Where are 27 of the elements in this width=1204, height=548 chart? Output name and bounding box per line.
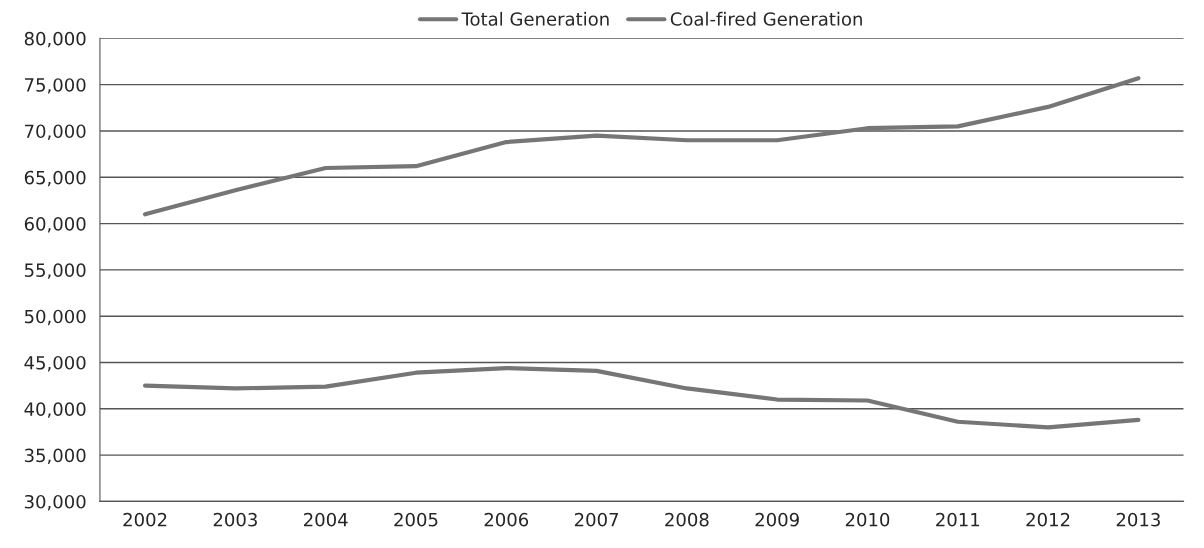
legend-label: Coal-fired Generation: [670, 11, 862, 26]
legend-label: Total Generation: [461, 11, 609, 26]
y-tick-label: 45,000: [24, 355, 86, 372]
x-tick-label: 2006: [484, 512, 529, 527]
y-tick-label: 60,000: [24, 217, 86, 233]
line-series: [142, 365, 1141, 430]
x-tick-label: 2005: [394, 512, 438, 527]
x-tick-label: 2009: [755, 512, 799, 527]
x-tick-label: 2003: [213, 512, 257, 527]
y-tick-label: 65,000: [24, 170, 86, 187]
y-tick-label: 35,000: [24, 448, 86, 465]
x-tick-label: 2012: [1026, 512, 1070, 527]
y-tick-label: 55,000: [24, 263, 86, 279]
x-tick-label: 2004: [304, 512, 348, 527]
x-tick-label: 2002: [123, 512, 167, 527]
x-tick-label: 2010: [845, 512, 890, 527]
y-tick-label: 70,000: [25, 124, 86, 140]
x-tick-label: 2011: [936, 512, 980, 527]
y-tick-label: 40,000: [24, 402, 86, 418]
y-tick-label: 30,000: [24, 494, 86, 511]
line-series: [142, 76, 1141, 217]
x-tick-label: 2013: [1116, 512, 1160, 527]
x-tick-label: 2008: [665, 512, 709, 527]
y-tick-label: 50,000: [24, 309, 86, 326]
x-tick-label: 2007: [574, 512, 619, 527]
y-tick-label: 80,000: [24, 31, 86, 48]
y-tick-label: 75,000: [25, 78, 86, 94]
